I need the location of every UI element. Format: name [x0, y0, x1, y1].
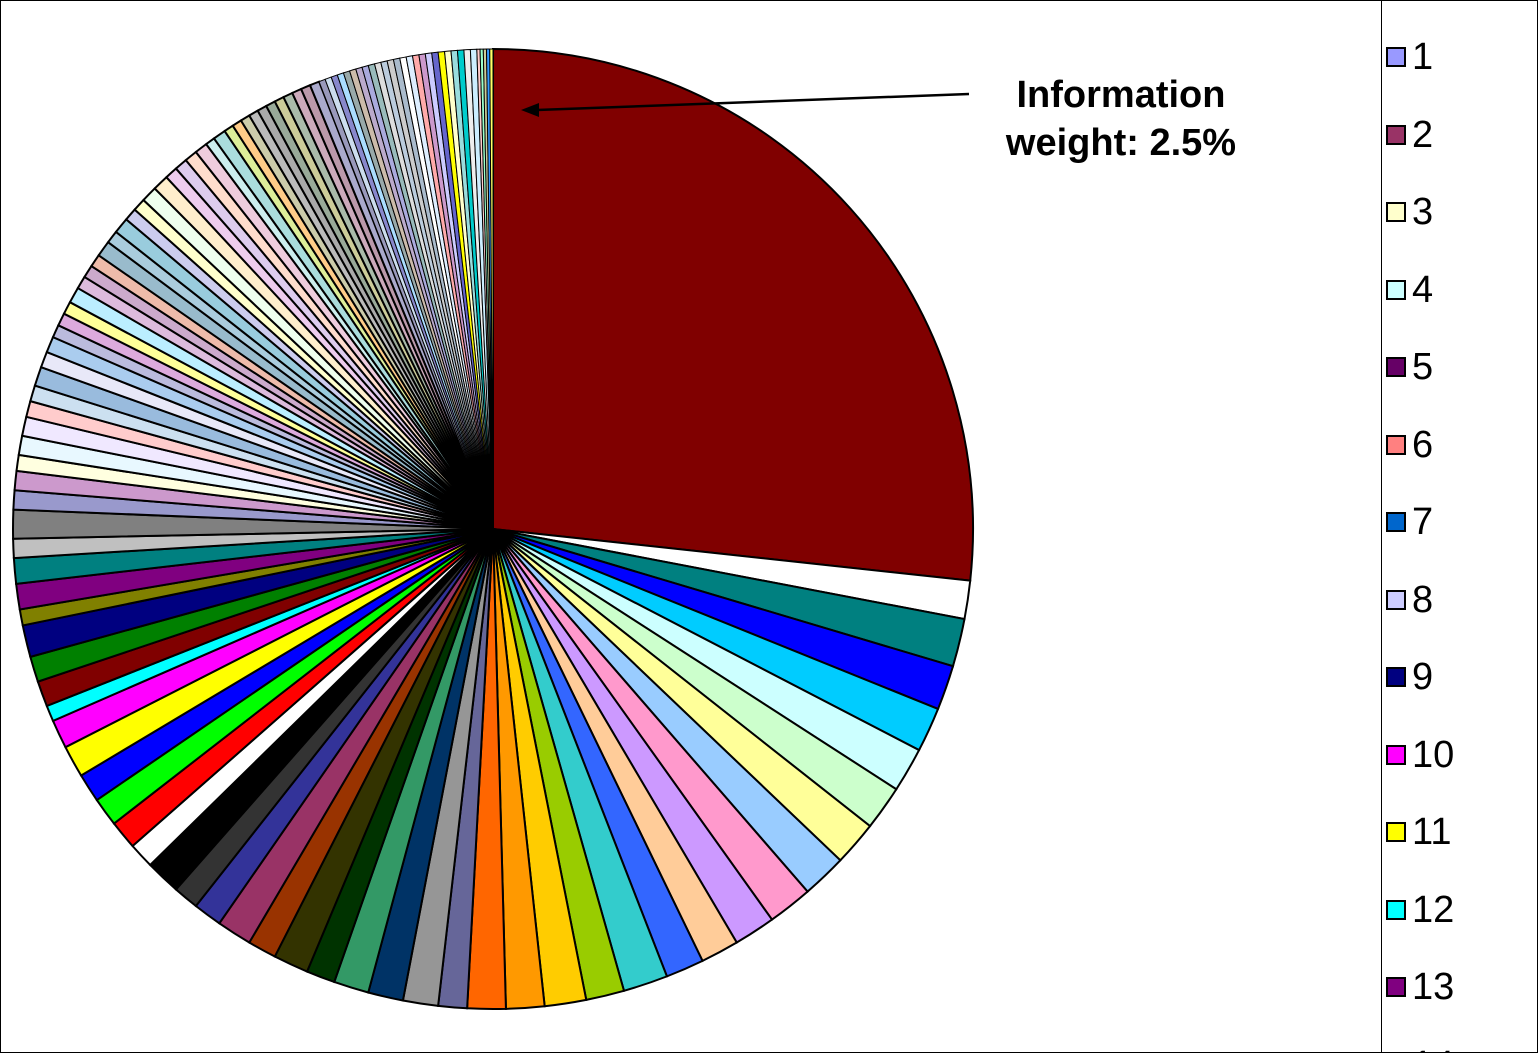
legend-item-7: 7 [1386, 499, 1433, 545]
legend-item-14: 14 [1386, 1042, 1454, 1053]
legend-swatch [1386, 899, 1406, 920]
legend-item-12: 12 [1386, 887, 1454, 933]
legend-label: 1 [1412, 36, 1434, 78]
legend-item-2: 2 [1386, 112, 1433, 158]
pie-slice-115 [489, 48, 494, 530]
legend-swatch [1386, 512, 1406, 532]
legend-item-6: 6 [1386, 422, 1433, 468]
annotation-arrow-head [521, 103, 539, 117]
legend-label: 5 [1412, 346, 1434, 388]
legend-item-11: 11 [1386, 809, 1451, 855]
legend-swatch [1386, 202, 1406, 222]
legend-label: 14 [1412, 1042, 1454, 1053]
annotation-line-1: Information [1016, 74, 1226, 116]
legend-item-13: 13 [1386, 964, 1454, 1010]
legend-label: 4 [1412, 268, 1434, 311]
legend-swatch [1386, 589, 1406, 610]
annotation-line-2: weight: 2.5% [1005, 122, 1237, 164]
annotation-arrow [521, 92, 970, 117]
legend-label: 7 [1412, 501, 1434, 543]
legend-label: 2 [1412, 113, 1434, 156]
legend-swatch [1386, 357, 1406, 377]
legend-label: 11 [1412, 811, 1452, 853]
legend-swatch [1386, 47, 1406, 67]
legend-item-3: 3 [1386, 189, 1433, 235]
pie-slice-1 [492, 47, 974, 582]
annotation-arrow-line [536, 92, 970, 112]
legend-item-5: 5 [1386, 344, 1433, 390]
legend-swatch [1386, 124, 1406, 145]
annotation-text: Information weight: 2.5% [961, 71, 1281, 167]
pie-chart [12, 47, 974, 1010]
legend-label: 6 [1412, 423, 1434, 466]
legend-swatch [1386, 744, 1406, 765]
legend-swatch [1386, 279, 1406, 300]
legend-label: 3 [1412, 191, 1434, 233]
legend-label: 9 [1412, 656, 1434, 698]
legend-item-9: 9 [1386, 654, 1433, 700]
legend-item-8: 8 [1386, 577, 1433, 623]
legend-item-4: 4 [1386, 267, 1433, 313]
legend-label: 10 [1412, 733, 1455, 776]
legend-label: 12 [1412, 888, 1455, 931]
legend-swatch [1386, 434, 1406, 455]
legend: 1234567891011121314 [1381, 1, 1537, 1053]
legend-swatch [1386, 667, 1406, 687]
legend-label: 8 [1412, 578, 1434, 621]
legend-item-1: 1 [1386, 34, 1433, 80]
legend-item-10: 10 [1386, 732, 1454, 778]
legend-swatch [1386, 977, 1406, 997]
legend-swatch [1386, 822, 1406, 842]
pie-slices [12, 47, 974, 1010]
legend-label: 13 [1412, 966, 1455, 1008]
